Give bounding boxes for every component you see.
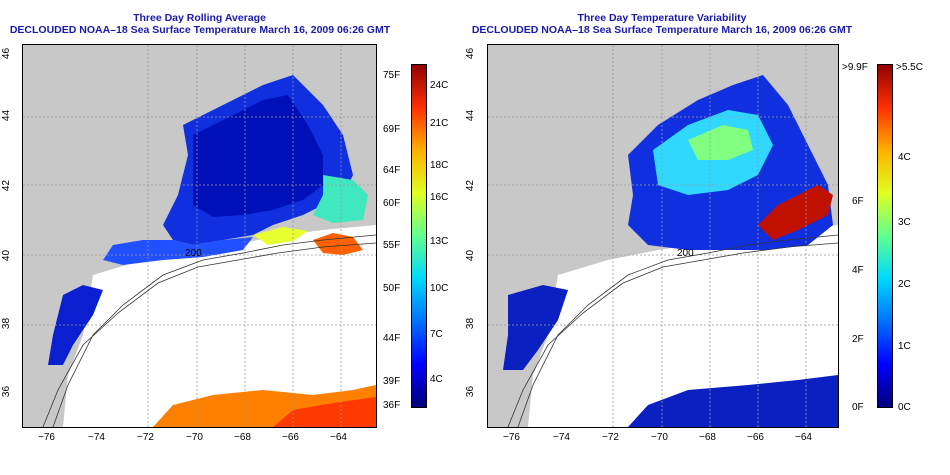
- variability-green: [688, 125, 753, 160]
- left-xtick-5: −68: [234, 432, 251, 443]
- right-cb-c-4: 1C: [898, 341, 911, 352]
- right-cb-f-1: 6F: [852, 196, 864, 207]
- left-xtick-2: −74: [88, 432, 105, 443]
- right-xtick-1: −76: [503, 432, 520, 443]
- left-cb-f-6: 44F: [383, 333, 401, 344]
- right-xtick-6: −66: [747, 432, 764, 443]
- right-contour-label: 200: [677, 248, 694, 259]
- right-ytick-3: 42: [465, 179, 477, 192]
- left-colorbar: [411, 64, 427, 408]
- right-map-plot: [487, 44, 839, 428]
- yellow-front: [253, 227, 308, 245]
- left-xtick-1: −76: [38, 432, 55, 443]
- gulf-stream-hot: [273, 397, 376, 427]
- right-xtick-5: −68: [699, 432, 716, 443]
- shelf-water: [103, 237, 253, 265]
- right-cb-c-1: 4C: [898, 152, 911, 163]
- left-ytick-4: 40: [1, 249, 13, 262]
- slope-water: [313, 175, 368, 223]
- right-ytick-6: 36: [465, 385, 477, 398]
- left-cb-c-6: 7C: [430, 329, 443, 340]
- left-cb-f-3: 60F: [383, 198, 401, 209]
- left-ytick-6: 36: [1, 385, 13, 398]
- right-cb-c-2: 3C: [898, 217, 911, 228]
- cloud-mask: [63, 225, 376, 427]
- left-xtick-7: −64: [330, 432, 347, 443]
- coastal-low: [503, 285, 568, 370]
- left-ytick-1: 46: [1, 47, 13, 60]
- left-cb-c-5: 10C: [430, 283, 449, 294]
- right-xtick-4: −70: [651, 432, 668, 443]
- offshore-low: [628, 375, 838, 427]
- left-xtick-6: −66: [282, 432, 299, 443]
- warm-eddy: [313, 233, 363, 255]
- left-map-svg: [23, 45, 376, 427]
- left-xtick-3: −72: [137, 432, 154, 443]
- left-cb-f-2: 64F: [383, 165, 401, 176]
- cloud-mask: [528, 225, 838, 427]
- right-map-svg: [488, 45, 838, 427]
- right-cb-f-0: >9.9F: [842, 62, 868, 73]
- right-xtick-3: −72: [602, 432, 619, 443]
- right-ytick-5: 38: [465, 317, 477, 330]
- right-colorbar: [877, 64, 893, 408]
- right-xtick-7: −64: [795, 432, 812, 443]
- left-cb-f-7: 39F: [383, 376, 401, 387]
- graticule: [23, 45, 376, 427]
- left-ytick-5: 38: [1, 317, 13, 330]
- left-cb-f-0: 75F: [383, 70, 401, 81]
- right-cb-c-0: >5.5C: [896, 62, 923, 73]
- right-title-line1: Three Day Temperature Variability: [577, 12, 747, 24]
- right-cb-c-3: 2C: [898, 279, 911, 290]
- right-title-line2: DECLOUDED NOAA–18 Sea Surface Temperatur…: [471, 24, 853, 36]
- right-cb-f-3: 2F: [852, 334, 864, 345]
- left-cb-c-3: 16C: [430, 192, 449, 203]
- bathymetry-contours: [42, 234, 376, 427]
- left-cb-f-1: 69F: [383, 124, 401, 135]
- left-ytick-3: 42: [1, 179, 13, 192]
- right-ytick-1: 46: [465, 47, 477, 60]
- right-xtick-2: −74: [553, 432, 570, 443]
- left-cb-c-1: 21C: [430, 118, 449, 129]
- left-cb-c-2: 18C: [430, 160, 449, 171]
- right-ytick-2: 44: [465, 109, 477, 122]
- dark-blue-region: [193, 95, 323, 217]
- left-contour-label: 200: [185, 248, 202, 259]
- left-map-plot: [22, 44, 377, 428]
- left-cb-c-7: 4C: [430, 374, 443, 385]
- right-cb-f-2: 4F: [852, 265, 864, 276]
- variability-hot: [758, 185, 833, 240]
- left-cb-c-4: 13C: [430, 236, 449, 247]
- left-cb-f-8: 36F: [383, 400, 401, 411]
- left-title-line1: Three Day Rolling Average: [133, 12, 266, 24]
- right-cb-f-4: 0F: [852, 402, 864, 413]
- right-ytick-4: 40: [465, 249, 477, 262]
- left-cb-f-4: 55F: [383, 240, 401, 251]
- bathymetry-contours: [507, 234, 838, 427]
- right-cb-c-5: 0C: [898, 402, 911, 413]
- left-cb-c-0: 24C: [430, 80, 449, 91]
- left-ytick-2: 44: [1, 109, 13, 122]
- left-cb-f-5: 50F: [383, 283, 401, 294]
- left-title-line2: DECLOUDED NOAA–18 Sea Surface Temperatur…: [9, 24, 391, 36]
- left-xtick-4: −70: [186, 432, 203, 443]
